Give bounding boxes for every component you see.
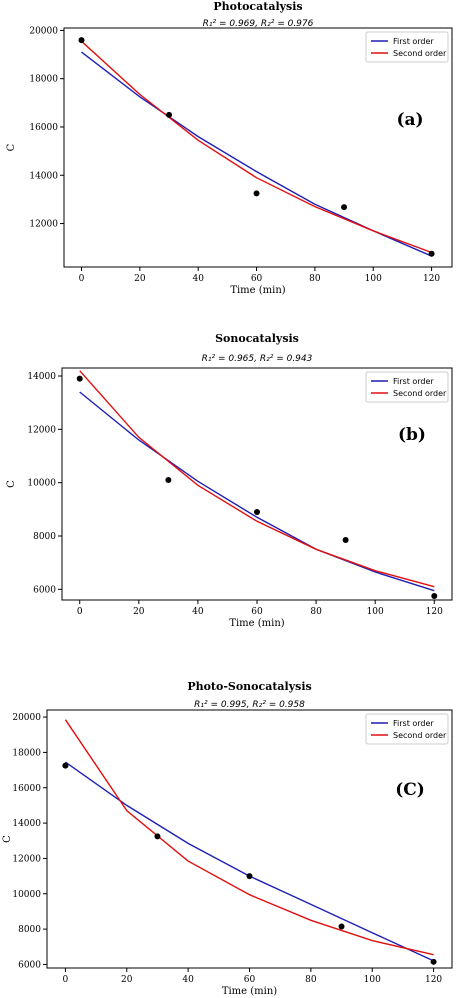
panel-label: (a)	[396, 110, 423, 130]
legend-entry: Second order	[393, 49, 447, 58]
data-point	[166, 111, 173, 118]
x-tick-label: 0	[79, 274, 85, 284]
y-tick-label: 14000	[29, 171, 58, 181]
x-tick-label: 80	[310, 607, 322, 617]
y-tick-label: 10000	[12, 890, 41, 900]
y-tick-label: 20000	[29, 26, 58, 36]
legend-entry: First order	[393, 719, 434, 728]
y-tick-label: 18000	[12, 748, 41, 758]
chart-title: Photo-Sonocatalysis	[187, 680, 311, 693]
chart-title: Photocatalysis	[213, 0, 302, 13]
data-point	[165, 477, 172, 483]
series-line-second-order	[79, 370, 435, 588]
data-point	[342, 537, 349, 543]
data-point	[430, 958, 437, 965]
x-tick-label: 40	[182, 975, 194, 985]
x-tick-label: 60	[251, 274, 263, 284]
data-point	[253, 190, 260, 197]
x-tick-label: 20	[133, 607, 145, 617]
data-point	[154, 833, 161, 840]
y-axis-label: C	[2, 835, 13, 843]
y-tick-label: 14000	[27, 372, 56, 382]
x-axis-label: Time (min)	[222, 986, 277, 997]
data-point	[431, 593, 438, 599]
legend-box	[365, 713, 449, 745]
x-tick-label: 20	[134, 274, 146, 284]
legend: First order Second order	[365, 31, 449, 63]
x-tick-label: 60	[251, 607, 263, 617]
series-line-first-order	[81, 51, 432, 257]
x-tick-label: 80	[309, 274, 321, 284]
legend: First order Second order	[365, 713, 449, 745]
series-line-second-order	[64, 719, 434, 956]
x-tick-label: 80	[305, 975, 317, 985]
legend-entry: First order	[393, 377, 434, 386]
y-tick-label: 12000	[27, 425, 56, 435]
x-tick-label: 40	[192, 274, 204, 284]
chart-panel-3: Photo-Sonocatalysis R₁² = 0.995, R₂² = 0.…	[2, 680, 453, 997]
data-point	[62, 762, 69, 769]
panel-label: (C)	[395, 780, 425, 800]
series-line-second-order	[81, 40, 432, 254]
data-point	[338, 923, 345, 930]
x-tick-label: 100	[365, 274, 382, 284]
y-tick-label: 10000	[27, 479, 56, 489]
y-tick-label: 6000	[18, 960, 41, 970]
data-point	[76, 375, 83, 382]
y-tick-label: 16000	[12, 784, 41, 794]
x-tick-label: 20	[121, 975, 133, 985]
y-tick-label: 14000	[12, 819, 41, 829]
data-point	[341, 204, 348, 211]
y-tick-label: 16000	[29, 123, 58, 133]
x-axis-label: Time (min)	[230, 285, 285, 296]
x-tick-label: 100	[367, 607, 384, 617]
y-axis-label: C	[6, 480, 17, 488]
legend: First order Second order	[365, 371, 449, 403]
y-tick-label: 12000	[29, 220, 58, 230]
data-point	[254, 509, 260, 515]
y-tick-label: 12000	[12, 854, 41, 864]
data-point	[246, 873, 253, 880]
legend-entry: Second order	[393, 389, 447, 398]
x-axis-label: Time (min)	[229, 618, 284, 629]
legend-entry: First order	[393, 37, 434, 46]
y-tick-label: 8000	[18, 925, 41, 935]
legend-entry: Second order	[393, 731, 447, 740]
chart-subtitle: R₁² = 0.995, R₂² = 0.958	[194, 700, 305, 710]
y-tick-label: 8000	[33, 532, 56, 542]
chart-subtitle: R₁² = 0.965, R₂² = 0.943	[202, 354, 313, 364]
legend-box	[365, 371, 449, 403]
chart-subtitle: R₁² = 0.969, R₂² = 0.976	[203, 19, 314, 29]
x-tick-label: 120	[426, 607, 443, 617]
chart-panel-1: Photocatalysis R₁² = 0.969, R₂² = 0.976 0 2…	[6, 0, 453, 296]
x-tick-label: 40	[192, 607, 204, 617]
x-tick-label: 100	[364, 975, 381, 985]
data-point	[428, 250, 435, 257]
legend-box	[365, 31, 449, 63]
y-tick-label: 6000	[33, 585, 56, 595]
y-tick-label: 18000	[29, 75, 58, 85]
chart-panel-2: Sonocatalysis R₁² = 0.965, R₂² = 0.943 0 20…	[6, 332, 453, 629]
plot-frame	[46, 709, 453, 969]
y-axis-label: C	[6, 143, 17, 151]
chart-title: Sonocatalysis	[215, 332, 299, 345]
x-tick-label: 0	[63, 975, 69, 985]
panel-label: (b)	[398, 425, 426, 445]
series-line-first-order	[79, 391, 435, 592]
data-point	[78, 37, 85, 44]
plot-frame	[61, 367, 453, 601]
x-tick-label: 60	[244, 975, 256, 985]
x-tick-label: 120	[425, 975, 442, 985]
plot-frame	[63, 27, 453, 268]
series-line-first-order	[64, 761, 434, 962]
x-tick-label: 0	[77, 607, 83, 617]
x-tick-label: 120	[423, 274, 440, 284]
y-tick-label: 20000	[12, 713, 41, 723]
